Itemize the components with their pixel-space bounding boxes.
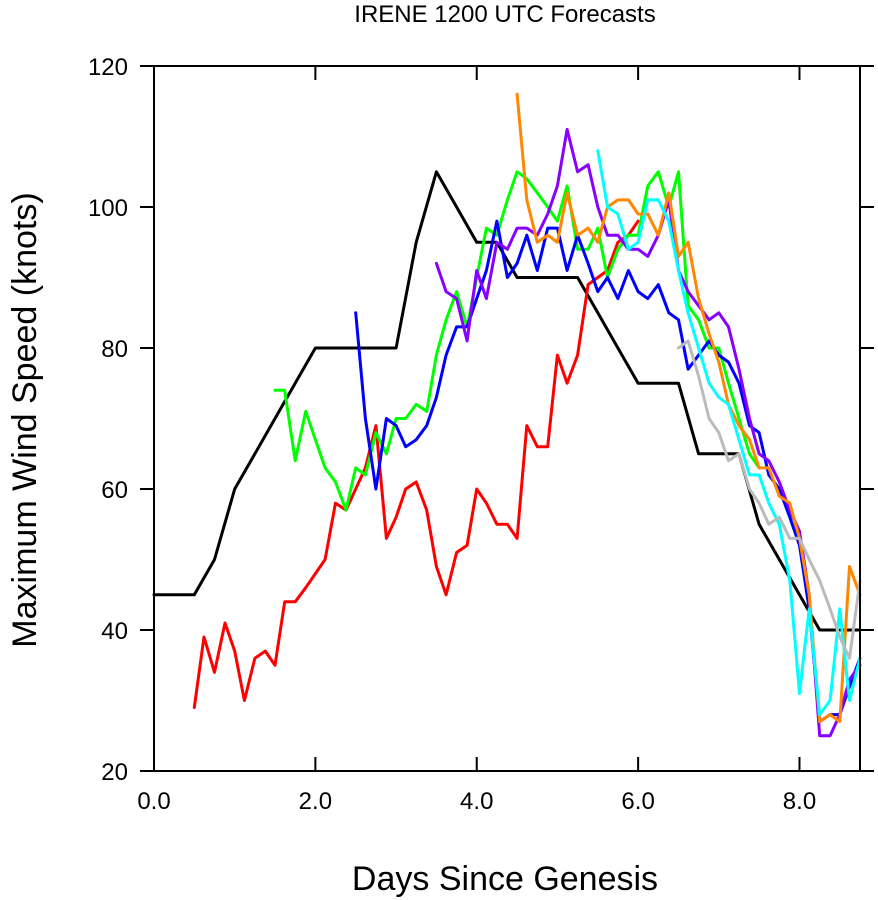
y-tick-label: 60 [101,477,128,504]
y-tick-label: 80 [101,336,128,363]
x-tick-label: 8.0 [783,788,816,815]
x-tick-label: 6.0 [621,788,654,815]
x-axis-title: Days Since Genesis [352,860,658,898]
series-line-7 [596,149,862,717]
series-layer [152,92,862,738]
series-line-2 [192,219,640,709]
series-line-1 [152,170,862,632]
y-tick-label: 120 [88,54,128,81]
series-line-8 [677,339,862,660]
plot-frame [153,65,861,772]
ticks-layer: 0.0 2.0 4.0 6.0 8.0 20 40 60 80 100 120 [88,54,874,815]
y-tick-label: 40 [101,618,128,645]
y-axis-title: Maximum Wind Speed (knots) [6,192,44,647]
y-tick-label: 100 [88,195,128,222]
series-line-4 [354,219,862,724]
x-tick-label: 2.0 [299,788,332,815]
series-line-3 [273,170,761,512]
x-tick-label: 4.0 [460,788,493,815]
series-line-5 [434,127,862,738]
chart-title: IRENE 1200 UTC Forecasts [354,1,655,28]
y-tick-label: 20 [101,759,128,786]
series-line-6 [515,92,862,724]
x-tick-label: 0.0 [137,788,170,815]
